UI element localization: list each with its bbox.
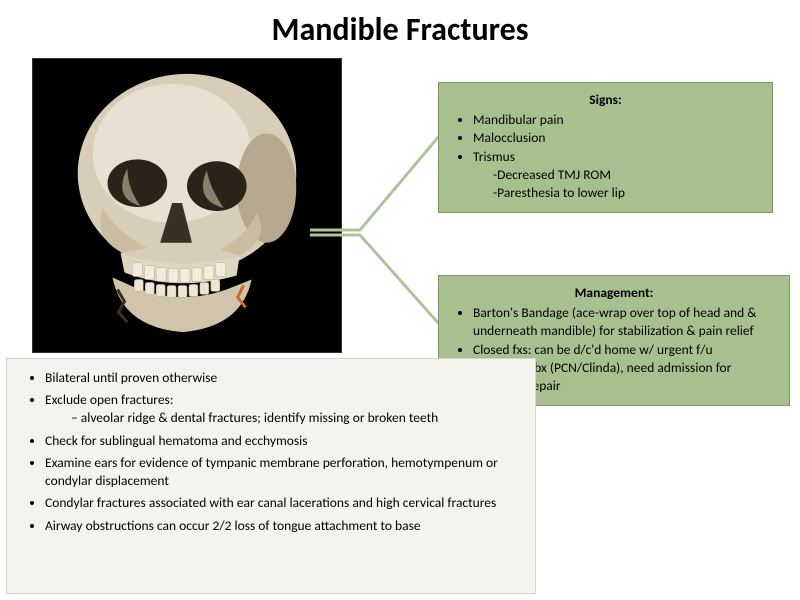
signs-subitem: -Decreased TMJ ROM <box>453 166 758 184</box>
signs-heading: Signs: <box>453 91 758 109</box>
management-item: Closed fxs: can be d/c'd home w/ urgent … <box>473 341 775 359</box>
notes-item: Examine ears for evidence of tympanic me… <box>45 454 521 490</box>
notes-item: Check for sublingual hematoma and ecchym… <box>45 432 521 450</box>
signs-box: Signs: Mandibular pain Malocclusion Tris… <box>438 82 773 213</box>
notes-list: Bilateral until proven otherwise Exclude… <box>21 369 521 535</box>
skull-illustration <box>33 59 341 352</box>
notes-item: Airway obstructions can occur 2/2 loss o… <box>45 517 521 535</box>
notes-item-text: Exclude open fractures: <box>45 391 173 408</box>
clinical-notes-box: Bilateral until proven otherwise Exclude… <box>6 358 536 594</box>
notes-item: Condylar fractures associated with ear c… <box>45 494 521 512</box>
page-title: Mandible Fractures <box>0 0 800 49</box>
signs-item: Trismus <box>473 148 758 166</box>
notes-subitem: alveolar ridge & dental fractures; ident… <box>71 409 521 427</box>
notes-item: Exclude open fractures: alveolar ridge &… <box>45 391 521 427</box>
signs-list: Mandibular pain Malocclusion Trismus <box>453 111 758 166</box>
notes-item: Bilateral until proven otherwise <box>45 369 521 387</box>
management-item: Barton's Bandage (ace-wrap over top of h… <box>473 304 775 340</box>
management-heading: Management: <box>453 284 775 302</box>
signs-item: Mandibular pain <box>473 111 758 129</box>
signs-subitem: -Paresthesia to lower lip <box>453 184 758 202</box>
skull-ct-image <box>32 58 342 353</box>
signs-item: Malocclusion <box>473 129 758 147</box>
